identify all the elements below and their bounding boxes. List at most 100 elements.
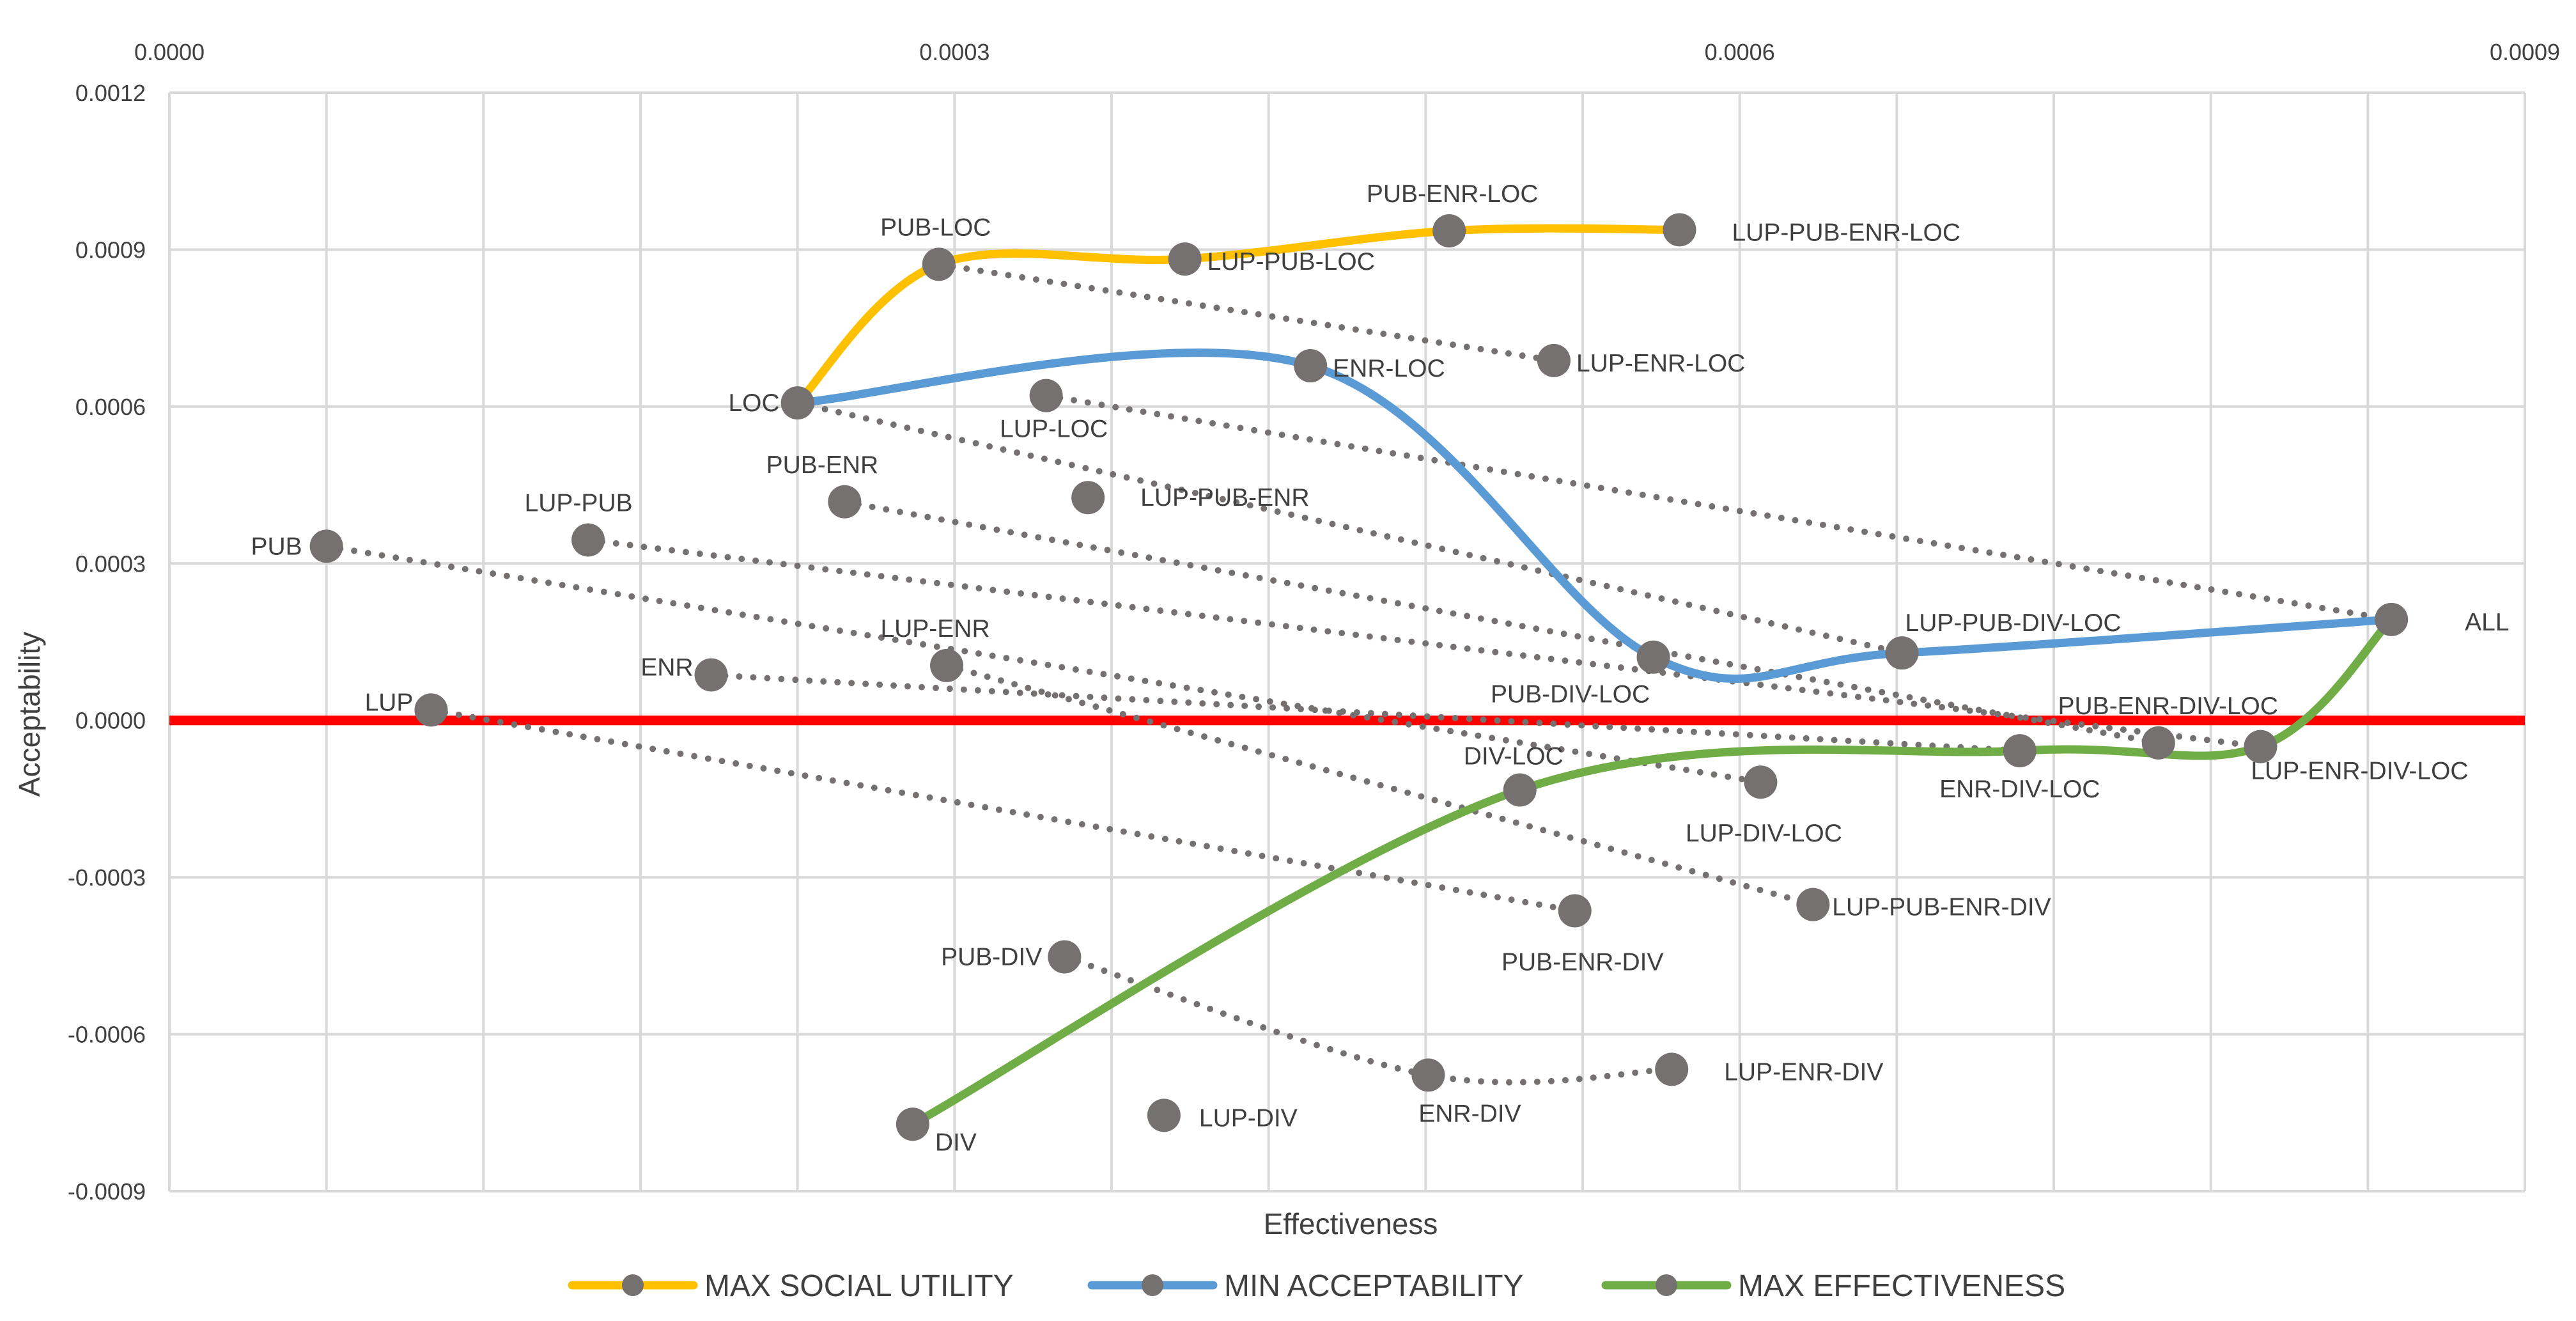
dotted-connection-lup-pub-to-lup-enr-div-loc (585, 536, 2264, 750)
point-pub-enr-div (1558, 894, 1592, 928)
y-tick-label: -0.0006 (68, 1022, 146, 1048)
dotted-connection-lup-enr-to-lup-pub-enr-div (943, 662, 1817, 908)
x-tick-label: 0.0003 (919, 39, 989, 65)
point-all (2375, 602, 2409, 636)
point-label-lup-enr: LUP-ENR (880, 615, 989, 643)
x-tick-label: 0.0006 (1705, 39, 1775, 65)
point-pub-enr-div-loc (2141, 726, 2175, 760)
legend-swatch-marker (1142, 1274, 1163, 1296)
point-lup-pub-enr-loc (1663, 213, 1696, 247)
point-label-pub-loc: PUB-LOC (880, 214, 991, 241)
point-label-lup-div-loc: LUP-DIV-LOC (1686, 820, 1842, 847)
point-lup-pub-enr (1071, 481, 1105, 515)
point-label-lup-pub-enr: LUP-PUB-ENR (1140, 484, 1309, 512)
point-pub-div (1048, 940, 1082, 974)
legend-item-max-effectiveness: MAX EFFECTIVENESS (1601, 1269, 2065, 1303)
point-label-loc: LOC (728, 389, 779, 417)
point-pub-div-loc (1636, 640, 1670, 674)
point-enr-loc (1294, 349, 1328, 383)
dotted-connection-pub-enr-to-pub-enr-div-loc (841, 498, 2162, 746)
y-tick-label: 0.0009 (75, 237, 146, 263)
legend-label: MIN ACCEPTABILITY (1224, 1269, 1524, 1303)
dotted-connection-pub-to-lup-div-loc (323, 543, 1764, 786)
legend-item-max-social-utility: MAX SOCIAL UTILITY (568, 1269, 1014, 1303)
point-lup-div (1147, 1098, 1181, 1132)
legend: MAX SOCIAL UTILITY MIN ACCEPTABILITY MAX E… (568, 1269, 2065, 1303)
point-label-pub-enr: PUB-ENR (766, 451, 879, 479)
point-label-enr-div: ENR-DIV (1418, 1100, 1521, 1127)
point-lup-enr-loc (1537, 343, 1571, 377)
dotted-connections (323, 261, 2395, 1086)
point-pub-loc (922, 247, 956, 281)
legend-swatch-marker (622, 1274, 644, 1296)
point-label-pub-div: PUB-DIV (941, 943, 1042, 971)
x-axis-tick-labels: 0.0000 0.0003 0.0006 0.0009 (134, 39, 2560, 65)
y-tick-label: 0.0003 (75, 551, 146, 577)
point-label-lup-enr-loc: LUP-ENR-LOC (1576, 350, 1745, 377)
point-lup-pub-div-loc (1885, 636, 1919, 670)
point-pub (309, 529, 343, 563)
point-label-all: ALL (2465, 609, 2509, 636)
point-label-lup-enr-div-loc: LUP-ENR-DIV-LOC (2251, 758, 2468, 785)
dotted-connection-lup-loc-to-all (1043, 392, 2395, 623)
point-lup-enr-div (1655, 1052, 1689, 1086)
point-enr (694, 658, 728, 692)
point-label-enr-div-loc: ENR-DIV-LOC (1939, 776, 2100, 803)
point-lup-pub (571, 523, 605, 557)
point-pub-enr (828, 485, 862, 519)
point-label-lup-pub-div-loc: LUP-PUB-DIV-LOC (1905, 609, 2122, 637)
point-lup-pub-enr-div (1796, 887, 1830, 921)
y-tick-label: 0.0000 (75, 708, 146, 734)
legend-item-min-acceptability: MIN ACCEPTABILITY (1087, 1269, 1524, 1303)
point-enr-div (1411, 1058, 1445, 1092)
point-label-div-loc: DIV-LOC (1464, 743, 1563, 770)
dotted-connection-pub-loc-to-lup-enr-loc (935, 261, 1557, 364)
y-tick-label: -0.0009 (68, 1178, 146, 1205)
point-label-pub-enr-div-loc: PUB-ENR-DIV-LOC (2058, 692, 2279, 720)
dotted-connection-lup-to-pub-enr-div (428, 707, 1578, 914)
point-label-enr: ENR (640, 654, 693, 682)
legend-label: MAX EFFECTIVENESS (1738, 1269, 2065, 1303)
point-lup-pub-loc (1168, 242, 1202, 276)
point-label-lup-pub-enr-loc: LUP-PUB-ENR-LOC (1732, 219, 1960, 246)
point-label-lup-pub: LUP-PUB (525, 489, 633, 517)
point-label-lup-pub-loc: LUP-PUB-LOC (1207, 248, 1375, 276)
point-div (896, 1107, 929, 1141)
point-label-pub-div-loc: PUB-DIV-LOC (1491, 681, 1650, 708)
y-axis-title: Acceptability (13, 632, 46, 797)
legend-swatch-marker (1656, 1274, 1677, 1296)
point-label-lup-enr-div: LUP-ENR-DIV (1724, 1058, 1883, 1086)
point-label-lup: LUP (365, 689, 414, 716)
point-label-pub: PUB (251, 533, 302, 560)
dotted-connection-loc-to-lup-pub-div-loc (794, 400, 1905, 657)
y-tick-label: 0.0006 (75, 394, 146, 420)
y-tick-label: -0.0003 (68, 864, 146, 891)
series-line-min-acceptability (793, 348, 2396, 683)
point-label-pub-enr-div: PUB-ENR-DIV (1501, 949, 1664, 976)
x-tick-label: 0.0009 (2490, 39, 2560, 65)
point-label-enr-loc: ENR-LOC (1333, 355, 1445, 382)
point-lup-loc (1029, 379, 1063, 412)
point-label-div: DIV (935, 1129, 977, 1156)
dotted-connection-enr-to-enr-div-loc (708, 671, 2023, 754)
point-lup (414, 693, 448, 727)
point-lup-enr (930, 648, 964, 682)
legend-label: MAX SOCIAL UTILITY (704, 1269, 1014, 1303)
point-pub-enr-loc (1432, 214, 1466, 247)
point-labels: PUB LUP LUP-PUB ENR LOC PUB-ENR PUB-LOC DIV LUP-… (251, 180, 2509, 1156)
point-lup-enr-div-loc (2244, 730, 2277, 763)
x-axis-title: Effectiveness (1264, 1207, 1438, 1240)
y-axis-tick-labels: 0.0012 0.0009 0.0006 0.0003 0.0000 -0.0003 -0.… (68, 80, 146, 1205)
point-label-lup-div: LUP-DIV (1199, 1104, 1298, 1132)
point-label-pub-enr-loc: PUB-ENR-LOC (1367, 180, 1539, 208)
point-label-lup-pub-enr-div: LUP-PUB-ENR-DIV (1832, 894, 2051, 921)
point-label-lup-loc: LUP-LOC (1000, 416, 1108, 443)
point-div-loc (1503, 773, 1537, 807)
point-lup-div-loc (1744, 765, 1778, 799)
point-enr-div-loc (2003, 734, 2037, 768)
point-loc (780, 386, 814, 420)
x-tick-label: 0.0000 (134, 39, 205, 65)
data-points (309, 213, 2409, 1141)
